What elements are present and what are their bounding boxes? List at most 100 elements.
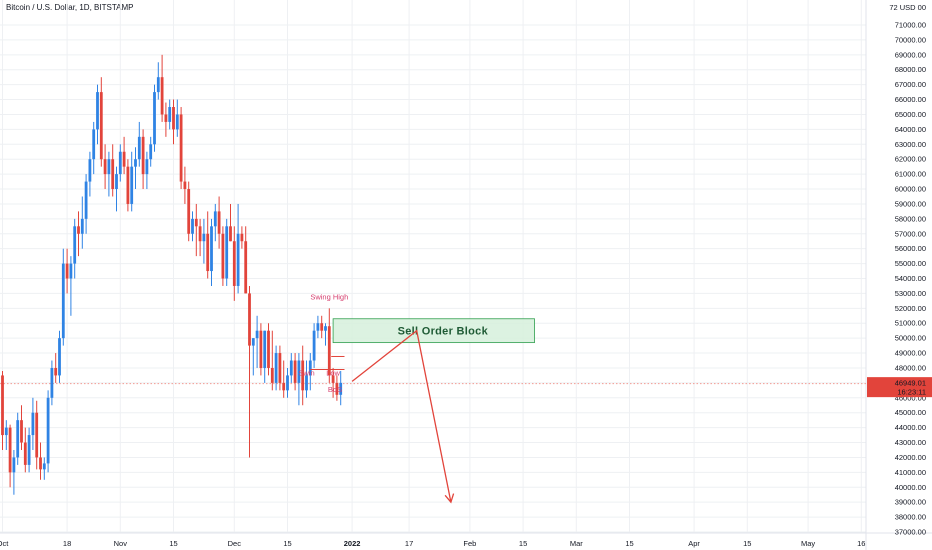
candle-body — [274, 353, 278, 383]
candle-body — [23, 442, 27, 465]
candle-body — [286, 375, 289, 391]
candle-body — [248, 293, 251, 346]
candle-body — [331, 375, 335, 383]
candle-body — [50, 367, 54, 398]
candle-body — [107, 159, 111, 175]
candle-body — [168, 107, 172, 122]
candle-body — [187, 189, 191, 234]
current-price-label: 46949.01 — [895, 379, 926, 388]
annotation-label: Low — [326, 368, 340, 377]
y-tick-label: 43000.00 — [895, 438, 926, 447]
candle-body — [137, 136, 141, 160]
candle-body — [210, 226, 213, 272]
y-tick-label: 37000.00 — [895, 528, 926, 537]
candle-body — [84, 181, 88, 219]
y-tick-label: 57000.00 — [895, 229, 926, 238]
y-tick-label: 56000.00 — [895, 244, 926, 253]
candle-body — [46, 397, 50, 464]
annotation-label: Swin — [298, 368, 314, 377]
candle-body — [99, 92, 103, 160]
candle-body — [278, 353, 282, 383]
candle-body — [194, 218, 198, 227]
candle-body — [1, 375, 4, 436]
candle-body — [145, 159, 149, 175]
y-tick-label: 64000.00 — [895, 125, 926, 134]
x-tick-label: 2022 — [344, 539, 361, 548]
x-tick-label: Feb — [463, 539, 476, 548]
annotation-label: BoS — [328, 385, 342, 394]
y-tick-label: 60000.00 — [895, 185, 926, 194]
candle-body — [156, 77, 160, 93]
candle-body — [31, 412, 35, 436]
y-tick-label: 39000.00 — [895, 498, 926, 507]
y-tick-label: 52000.00 — [895, 304, 926, 313]
candle-body — [320, 323, 324, 331]
y-tick-label: 46000.00 — [895, 393, 926, 402]
y-tick-label: 53000.00 — [895, 289, 926, 298]
candle-body — [126, 166, 130, 204]
candle-body — [225, 226, 229, 279]
candle-body — [54, 367, 58, 376]
x-tick-label: Apr — [688, 539, 700, 548]
candle-body — [335, 382, 339, 395]
candle-body — [96, 92, 99, 130]
candle-body — [301, 360, 305, 391]
candle-body — [308, 360, 312, 376]
y-tick-label: 59000.00 — [895, 199, 926, 208]
candle-body — [111, 159, 115, 190]
annotation-label: Swing High — [310, 292, 348, 301]
candle-body — [229, 226, 232, 242]
y-tick-label: 61000.00 — [895, 170, 926, 179]
candle-body — [160, 77, 164, 115]
candle-body — [65, 263, 69, 279]
candle-body — [115, 174, 118, 190]
candle-body — [213, 211, 217, 227]
y-tick-label: 69000.00 — [895, 50, 926, 59]
candle-body — [8, 427, 12, 473]
y-tick-label: 63000.00 — [895, 140, 926, 149]
projection-path — [351, 329, 452, 503]
candle-body — [244, 241, 248, 294]
candle-body — [221, 233, 225, 279]
current-price-badge — [867, 377, 932, 398]
y-tick-label: 40000.00 — [895, 483, 926, 492]
y-axis-currency-label: 72 USD 00 — [889, 3, 926, 12]
candle-body — [103, 159, 107, 175]
candle-body — [324, 326, 327, 331]
x-tick-label: 15 — [283, 539, 291, 548]
candle-body — [293, 360, 297, 383]
candle-body — [339, 382, 343, 395]
x-tick-label: Oct — [0, 539, 9, 548]
candle-body — [118, 151, 122, 175]
sell-order-block-zone — [332, 318, 535, 344]
x-tick-label: 17 — [405, 539, 413, 548]
y-tick-label: 62000.00 — [895, 155, 926, 164]
y-tick-label: 42000.00 — [895, 453, 926, 462]
candle-body — [297, 360, 301, 383]
x-tick-label: Dec — [228, 539, 242, 548]
x-tick-label: 15 — [169, 539, 177, 548]
x-tick-label: 18 — [63, 539, 71, 548]
candle-body — [289, 360, 293, 376]
candle-body — [4, 427, 8, 436]
x-tick-label: Mar — [570, 539, 583, 548]
y-tick-label: 48000.00 — [895, 363, 926, 372]
x-tick-label: Nov — [114, 539, 128, 548]
candle-body — [61, 263, 65, 339]
candle-body — [255, 330, 259, 339]
candle-body — [20, 420, 23, 443]
candle-body — [263, 330, 267, 368]
x-tick-label: 15 — [743, 539, 751, 548]
y-tick-label: 50000.00 — [895, 334, 926, 343]
y-tick-label: 67000.00 — [895, 80, 926, 89]
candle-body — [16, 420, 20, 458]
candle-body — [130, 166, 134, 204]
projection-arrowhead — [444, 493, 455, 504]
candle-body — [141, 136, 145, 175]
y-tick-label: 68000.00 — [895, 65, 926, 74]
y-tick-label: 38000.00 — [895, 513, 926, 522]
candle-body — [92, 129, 96, 160]
candle-body — [77, 226, 80, 234]
